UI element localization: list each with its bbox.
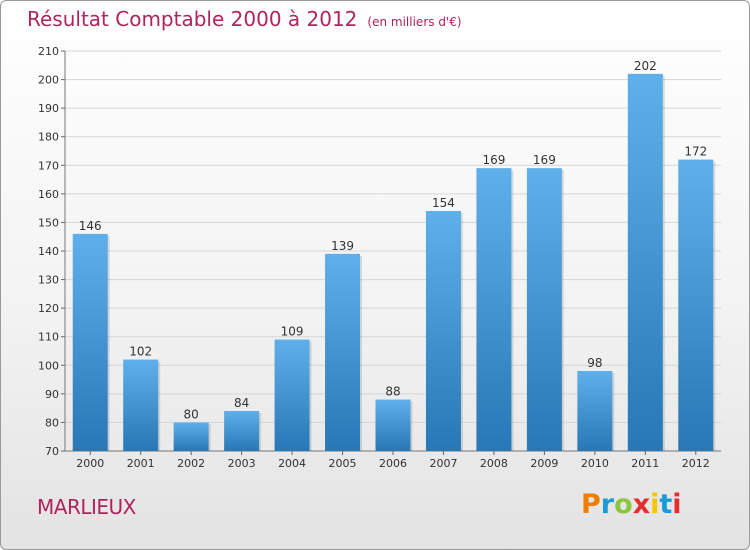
y-tick-label: 160 — [38, 188, 59, 201]
x-tick-labels: 2000 2001 2002 2003 2004 2005 2006 2007 2008 2009… — [76, 451, 710, 470]
bar-2005 — [325, 253, 361, 451]
y-tick-label: 120 — [38, 302, 59, 315]
data-label: 98 — [587, 356, 602, 370]
data-label: 109 — [281, 325, 304, 339]
commune-name: MARLIEUX — [37, 495, 136, 519]
data-label: 80 — [184, 407, 199, 421]
data-label: 172 — [684, 145, 707, 159]
y-tick-label: 140 — [38, 245, 59, 258]
data-label: 139 — [331, 239, 354, 253]
chart-title-text: Résultat Comptable 2000 à 2012 — [27, 7, 358, 31]
x-tick-label: 2007 — [429, 457, 457, 470]
x-tick-label: 2000 — [76, 457, 104, 470]
x-tick-label: 2001 — [127, 457, 155, 470]
data-label: 154 — [432, 196, 455, 210]
x-tick-label: 2006 — [379, 457, 407, 470]
x-tick-label: 2003 — [228, 457, 256, 470]
data-label: 169 — [482, 153, 505, 167]
bar-2012 — [678, 159, 714, 452]
y-tick-label: 190 — [38, 102, 59, 115]
data-label: 202 — [634, 59, 657, 73]
data-label: 88 — [385, 385, 400, 399]
bar-2002 — [173, 422, 209, 451]
bar-2006 — [375, 399, 411, 451]
y-tick-label: 130 — [38, 274, 59, 287]
data-label: 102 — [129, 345, 152, 359]
chart-subtitle: (en milliers d'€) — [367, 15, 462, 29]
x-tick-label: 2012 — [682, 457, 710, 470]
logo-letter: o — [614, 489, 633, 520]
logo-letter: i — [650, 489, 660, 520]
x-tick-label: 2005 — [329, 457, 357, 470]
bar-2004 — [274, 339, 310, 451]
chart-title: Résultat Comptable 2000 à 2012 (en millie… — [27, 7, 462, 31]
x-tick-label: 2011 — [631, 457, 659, 470]
logo-letter: r — [600, 489, 615, 520]
proxiti-logo: Proxiti — [581, 489, 682, 520]
bar-2008 — [476, 168, 512, 451]
x-tick-label: 2002 — [177, 457, 205, 470]
logo-letter: P — [581, 489, 601, 520]
y-tick-label: 80 — [45, 416, 59, 429]
logo-letter: x — [632, 489, 651, 520]
bar-2000 — [72, 233, 108, 451]
y-tick-label: 180 — [38, 131, 59, 144]
y-tick-label: 100 — [38, 359, 59, 372]
bar-2010 — [577, 371, 613, 451]
x-tick-label: 2008 — [480, 457, 508, 470]
y-tick-label: 170 — [38, 159, 59, 172]
data-label: 169 — [533, 153, 556, 167]
x-tick-label: 2009 — [530, 457, 558, 470]
y-tick-labels: 70 80 90 100 110 120 130 140 150 160 170 180 190 200 2… — [38, 45, 59, 458]
logo-letter: i — [672, 489, 682, 520]
x-tick-label: 2004 — [278, 457, 306, 470]
data-label: 146 — [79, 219, 102, 233]
bar-2001 — [123, 359, 159, 451]
x-tick-label: 2010 — [581, 457, 609, 470]
data-label: 84 — [234, 396, 249, 410]
y-tick-label: 150 — [38, 216, 59, 229]
logo-letter: t — [659, 489, 673, 520]
y-tick-label: 90 — [45, 388, 59, 401]
bar-2007 — [425, 211, 461, 451]
y-tick-label: 110 — [38, 331, 59, 344]
y-tick-label: 200 — [38, 74, 59, 87]
y-tick-label: 210 — [38, 45, 59, 58]
bar-2003 — [224, 411, 260, 451]
bars: 146 102 80 84 109 139 88 154 169 169 98 202 172 — [72, 59, 716, 452]
bar-2011 — [627, 73, 663, 451]
y-tick-label: 70 — [45, 445, 59, 458]
bar-2009 — [526, 168, 562, 451]
